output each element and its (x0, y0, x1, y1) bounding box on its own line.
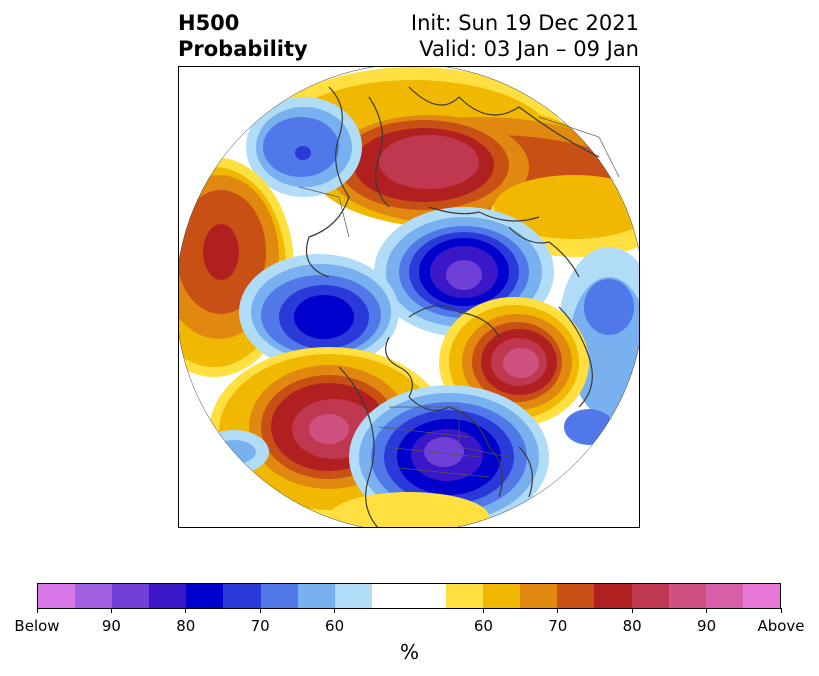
probability-field (179, 67, 639, 527)
map-canvas (179, 67, 639, 527)
colorbar-swatch (668, 584, 706, 608)
colorbar-tick-mark (110, 608, 112, 613)
map-title: H500 Probability (178, 10, 308, 62)
colorbar-swatch (260, 584, 298, 608)
colorbar-swatch (483, 584, 521, 608)
init-date: Init: Sun 19 Dec 2021 (410, 11, 639, 35)
colorbar-swatch (149, 584, 187, 608)
colorbar-swatch (186, 584, 224, 608)
colorbar-tick-mark (557, 608, 559, 613)
colorbar-swatch (38, 584, 76, 608)
colorbar-tick-mark (706, 608, 708, 613)
colorbar-tick-label: 80 (176, 617, 196, 635)
colorbar-swatch (520, 584, 558, 608)
colorbar-swatch (75, 584, 113, 608)
colorbar-tick-label: 70 (250, 617, 270, 635)
colorbar-tick-label: 90 (101, 617, 121, 635)
colorbar-tick-label: 60 (473, 617, 493, 635)
colorbar-tick-label: Below (14, 617, 60, 635)
colorbar-swatch (705, 584, 743, 608)
colorbar-tick-mark (334, 608, 336, 613)
colorbar-swatch (594, 584, 632, 608)
title-variable: H500 (178, 11, 240, 35)
colorbar-swatch (631, 584, 669, 608)
colorbar-tick-label: 90 (697, 617, 717, 635)
colorbar-swatch (112, 584, 150, 608)
colorbar-swatch (297, 584, 335, 608)
colorbar (37, 583, 781, 609)
title-type: Probability (178, 37, 308, 61)
probability-map (178, 66, 640, 528)
colorbar-swatch (408, 584, 447, 608)
colorbar-tick-mark (185, 608, 187, 613)
coastlines (305, 86, 600, 527)
colorbar-tick-label: 70 (548, 617, 568, 635)
colorbar-tick-label: 80 (622, 617, 642, 635)
borders (298, 116, 620, 478)
colorbar-swatch (742, 584, 780, 608)
valid-range: Valid: 03 Jan – 09 Jan (419, 37, 639, 61)
colorbar-swatch (446, 584, 484, 608)
colorbar-unit: % (399, 640, 419, 664)
colorbar-tick-mark (631, 608, 633, 613)
colorbar-swatch (223, 584, 261, 608)
colorbar-tick-mark (780, 608, 782, 613)
colorbar-tick-mark (36, 608, 38, 613)
colorbar-swatch (334, 584, 372, 608)
colorbar-tick-mark (482, 608, 484, 613)
colorbar-tick-mark (259, 608, 261, 613)
colorbar-swatch (557, 584, 595, 608)
map-dates: Init: Sun 19 Dec 2021 Valid: 03 Jan – 09… (411, 10, 639, 62)
colorbar-swatch (371, 584, 409, 608)
colorbar-tick-label: Above (757, 617, 805, 635)
colorbar-tick-label: 60 (325, 617, 345, 635)
